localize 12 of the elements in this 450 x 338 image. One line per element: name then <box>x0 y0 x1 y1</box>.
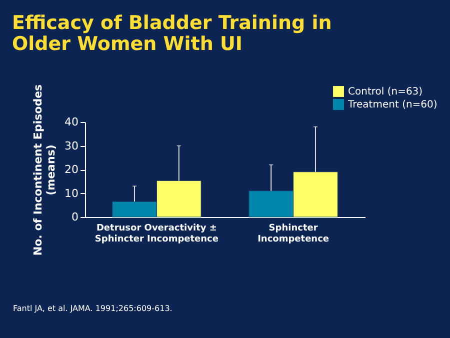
y-tick-label: 10 <box>64 186 78 200</box>
y-tick-label: 20 <box>64 163 78 176</box>
chart-title: Efficacy of Bladder Training in Older Women With UI <box>12 12 332 55</box>
y-tick-label: 40 <box>64 116 78 128</box>
y-tick-label: 0 <box>72 210 78 224</box>
x-tick-label: Detrusor Overactivity ± Sphincter Incompetence <box>94 224 219 244</box>
x-tick-label: Sphincter Incompetence <box>258 224 330 244</box>
y-tick-label: 30 <box>64 139 78 152</box>
legend-label: Control (n=63) <box>348 86 423 98</box>
legend-label: Treatment (n=60) <box>347 100 438 110</box>
text: Fantl JA, et al. JAMA. 1991;265:609-613. <box>13 304 172 313</box>
y-axis-title: No. of Incontinent Episodes (means) <box>32 84 58 256</box>
